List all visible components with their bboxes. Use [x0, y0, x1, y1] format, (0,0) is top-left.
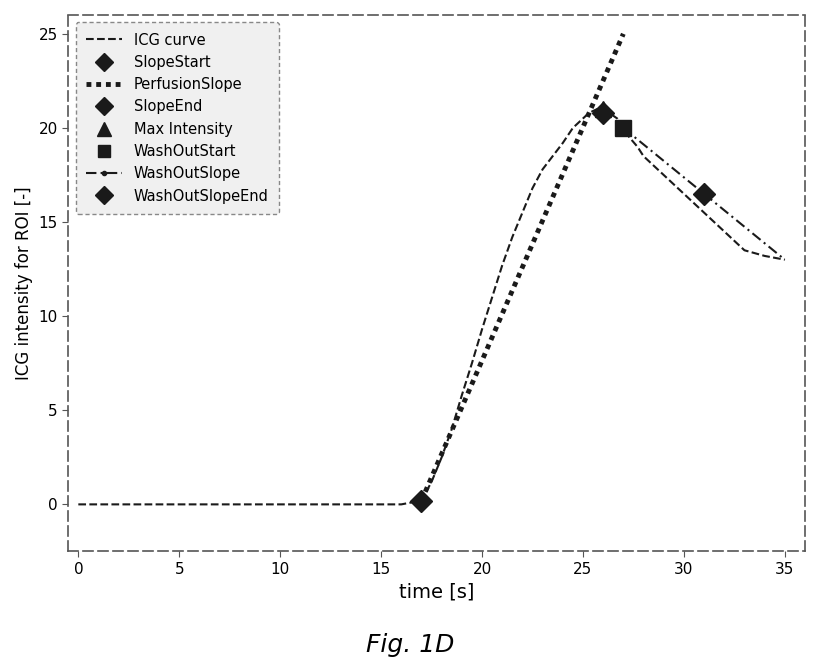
Legend: ICG curve, SlopeStart, PerfusionSlope, SlopeEnd, Max Intensity, WashOutStart, Wa: ICG curve, SlopeStart, PerfusionSlope, S… — [75, 22, 278, 214]
Text: Fig. 1D: Fig. 1D — [365, 632, 454, 657]
X-axis label: time [s]: time [s] — [398, 582, 473, 602]
Y-axis label: ICG intensity for ROI [-]: ICG intensity for ROI [-] — [15, 186, 33, 380]
